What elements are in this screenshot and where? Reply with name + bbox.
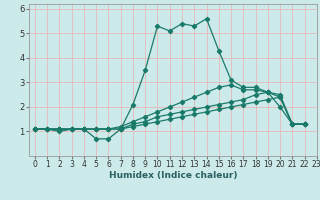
X-axis label: Humidex (Indice chaleur): Humidex (Indice chaleur): [108, 171, 237, 180]
